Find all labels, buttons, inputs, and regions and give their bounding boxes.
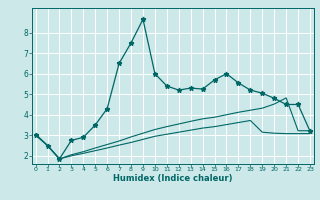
X-axis label: Humidex (Indice chaleur): Humidex (Indice chaleur) bbox=[113, 174, 233, 183]
